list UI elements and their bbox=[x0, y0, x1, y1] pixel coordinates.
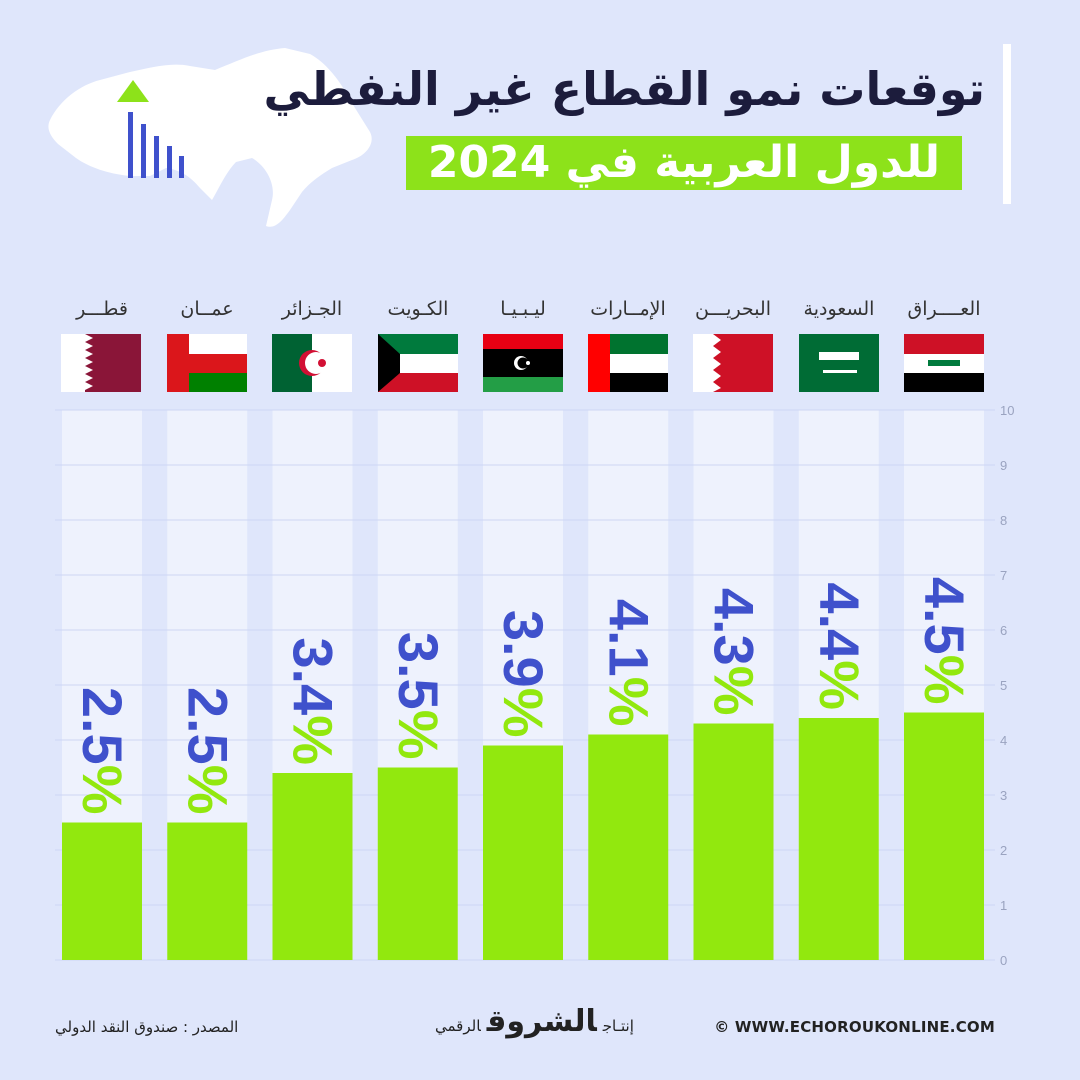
country-label-algeria: الجـزائر bbox=[281, 298, 343, 320]
value-label: 4.1% bbox=[597, 599, 660, 727]
value-label: 3.5% bbox=[387, 632, 450, 760]
value-label: 2.5% bbox=[176, 687, 239, 815]
y-tick-label: 7 bbox=[1000, 568, 1007, 583]
y-tick-label: 4 bbox=[1000, 733, 1007, 748]
iraq-flag-icon bbox=[904, 334, 984, 392]
bar bbox=[377, 767, 458, 960]
brand-prefix: إنتـاج bbox=[602, 1017, 634, 1035]
y-tick-label: 2 bbox=[1000, 843, 1007, 858]
value-label: 4.3% bbox=[703, 588, 766, 716]
qatar-flag-icon bbox=[61, 334, 141, 392]
country-label-saudi: السعودية bbox=[803, 298, 875, 320]
kuwait-flag-icon bbox=[378, 334, 458, 392]
logo-bars-icon bbox=[128, 112, 184, 178]
brand-name: الشروق bbox=[486, 1004, 597, 1039]
bar bbox=[904, 712, 984, 960]
value-label: 3.4% bbox=[282, 637, 345, 765]
bahrain-flag-icon bbox=[693, 334, 773, 392]
bar bbox=[272, 773, 353, 960]
value-label: 4.5% bbox=[913, 577, 976, 705]
title-accent-bar bbox=[1003, 44, 1011, 204]
y-tick-label: 10 bbox=[1000, 403, 1014, 418]
y-tick-label: 8 bbox=[1000, 513, 1007, 528]
uae-flag-icon bbox=[588, 334, 668, 392]
bar bbox=[167, 822, 248, 960]
brand-suffix: الرقمي bbox=[435, 1017, 481, 1035]
y-tick-label: 0 bbox=[1000, 953, 1007, 968]
algeria-flag-icon bbox=[272, 334, 352, 392]
bar bbox=[483, 745, 563, 960]
saudi-flag-icon bbox=[799, 334, 879, 392]
bar bbox=[588, 734, 669, 960]
country-label-qatar: قطـــر bbox=[76, 298, 128, 320]
country-label-iraq: العــــراق bbox=[907, 298, 981, 320]
y-tick-label: 5 bbox=[1000, 678, 1007, 693]
bar bbox=[798, 718, 879, 960]
brand-logo: إنتـاج الشروق الرقمي bbox=[435, 1004, 634, 1039]
bar bbox=[693, 723, 774, 960]
country-label-uae: الإمــارات bbox=[590, 298, 666, 320]
y-tick-label: 3 bbox=[1000, 788, 1007, 803]
country-label-libya: ليـبـيـا bbox=[500, 298, 546, 320]
value-label: 3.9% bbox=[492, 610, 555, 738]
value-label: 2.5% bbox=[71, 687, 134, 815]
y-tick-label: 1 bbox=[1000, 898, 1007, 913]
country-label-bahrain: البحريـــن bbox=[695, 298, 771, 320]
y-tick-label: 6 bbox=[1000, 623, 1007, 638]
oman-flag-icon bbox=[167, 334, 247, 392]
libya-flag-icon bbox=[483, 334, 563, 392]
country-label-kuwait: الكـويت bbox=[387, 298, 449, 320]
country-label-oman: عمــان bbox=[180, 298, 234, 320]
bar bbox=[62, 822, 142, 960]
page-subtitle: للدول العربية في 2024 bbox=[405, 136, 962, 190]
y-tick-label: 9 bbox=[1000, 458, 1007, 473]
source-note: المصدر : صندوق النقد الدولي bbox=[55, 1018, 239, 1036]
page-title: توقعات نمو القطاع غير النفطي bbox=[263, 62, 985, 116]
logo-triangle-icon bbox=[117, 80, 149, 102]
value-label: 4.4% bbox=[808, 582, 871, 710]
website-link[interactable]: © WWW.ECHOROUKONLINE.COM bbox=[714, 1018, 995, 1036]
